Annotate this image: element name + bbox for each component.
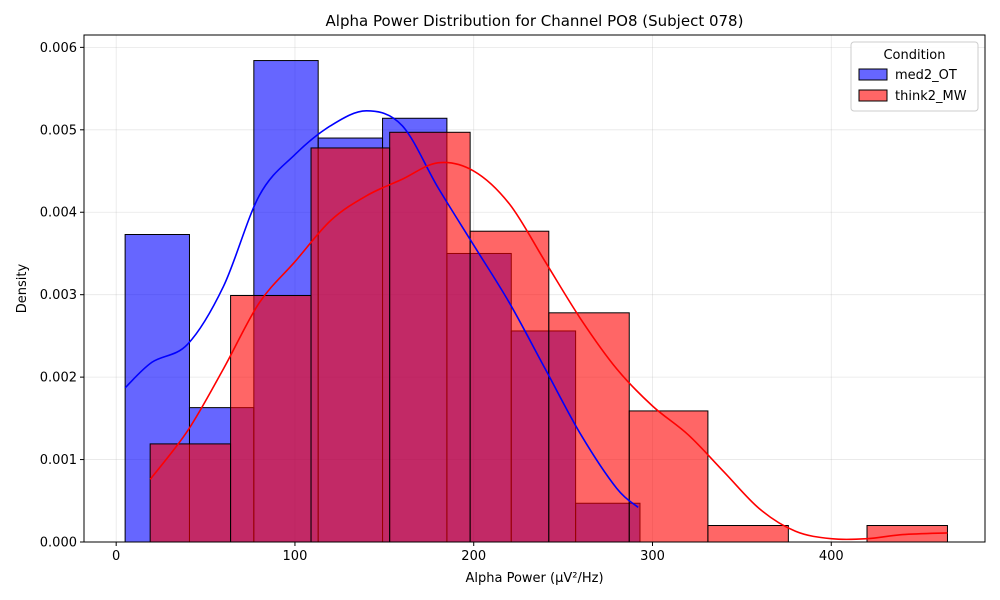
x-axis-title: Alpha Power (μV²/Hz) xyxy=(465,571,603,586)
kde-line-think2_MW xyxy=(149,161,948,541)
y-tick-label: 0.002 xyxy=(40,371,77,386)
x-tick-label: 0 xyxy=(112,549,120,564)
histogram-bar xyxy=(389,131,471,542)
y-axis-title: Density xyxy=(15,263,30,313)
histogram-bar xyxy=(707,525,789,542)
y-axis: 0.000 0.001 0.002 0.003 0.004 0.005 0.006 xyxy=(40,41,84,551)
legend-swatch-think2_MW xyxy=(858,89,888,102)
legend: Condition med2_OT think2_MW xyxy=(850,41,979,112)
y-tick-label: 0.004 xyxy=(40,206,77,221)
y-tick-label: 0.006 xyxy=(40,41,77,56)
histogram-bar xyxy=(628,410,709,542)
x-axis: 0 100 200 300 400 xyxy=(112,542,844,564)
y-tick-label: 0.005 xyxy=(40,123,77,138)
legend-label-med2_OT: med2_OT xyxy=(895,68,957,83)
x-tick-label: 300 xyxy=(640,549,665,564)
histogram-bar xyxy=(548,312,630,542)
y-tick-label: 0.001 xyxy=(40,453,77,468)
y-tick-label: 0.000 xyxy=(40,536,77,551)
kde-line-med2_OT xyxy=(124,110,639,508)
y-tick-label: 0.003 xyxy=(40,288,77,303)
kde-lines xyxy=(124,110,948,541)
histogram-bars xyxy=(124,60,948,542)
histogram-bar xyxy=(310,147,391,542)
legend-title: Condition xyxy=(883,48,945,63)
legend-label-think2_MW: think2_MW xyxy=(895,89,967,104)
x-tick-label: 400 xyxy=(819,549,844,564)
chart-title: Alpha Power Distribution for Channel PO8… xyxy=(326,12,744,30)
histogram-bar xyxy=(230,295,312,542)
x-tick-label: 100 xyxy=(283,549,308,564)
legend-swatch-med2_OT xyxy=(858,68,888,81)
histogram-bar xyxy=(469,230,550,542)
plot-frame xyxy=(83,34,986,543)
series-think2_MW-bars xyxy=(149,131,948,542)
x-tick-label: 200 xyxy=(461,549,486,564)
histogram-bar xyxy=(149,443,232,542)
